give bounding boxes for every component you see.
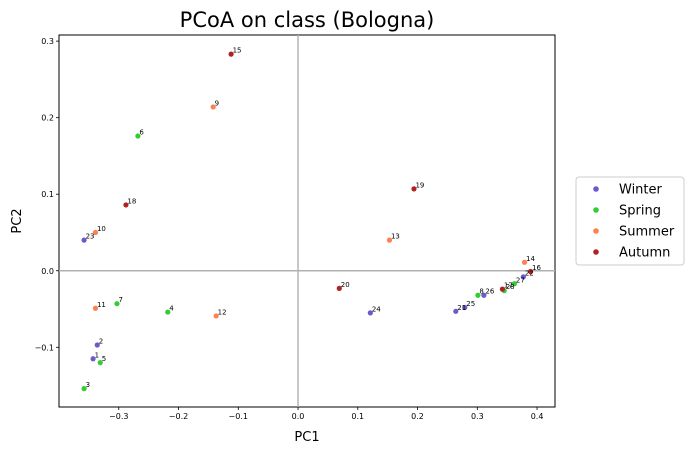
point-label: 10 [97,225,106,233]
data-point-summer-12 [213,313,219,319]
x-tick-label: 0.1 [351,412,364,421]
point-label: 14 [526,255,535,263]
point-label: 1 [95,351,99,359]
point-label: 27 [516,276,525,284]
reference-lines [59,35,555,407]
point-label: 6 [139,129,144,137]
data-points [81,51,534,392]
data-point-winter-21 [453,308,459,314]
point-label: 21 [457,304,466,312]
data-point-winter-23 [81,237,87,243]
point-label: 22 [525,269,534,277]
plot-area [58,34,556,408]
x-tick-label: 0.2 [411,412,424,421]
data-point-summer-11 [92,305,99,311]
data-point-winter-26 [481,292,487,298]
point-label: 15 [233,47,242,55]
data-point-autumn-17 [499,286,506,292]
data-point-summer-9 [210,104,216,110]
legend-marker-spring [593,207,599,213]
data-point-winter-25 [462,304,468,311]
legend-marker-summer [593,228,599,234]
y-tick-label: −0.1 [35,343,54,352]
data-point-spring-3 [81,386,87,392]
data-point-winter-22 [520,274,526,280]
x-axis-ticks: −0.3 −0.2 −0.1 0.0 0.1 0.2 0.3 0.4 [109,407,543,421]
data-point-summer-10 [92,229,99,236]
point-label: 4 [169,305,174,313]
data-point-spring-4 [165,309,171,315]
data-point-spring-7 [114,301,120,307]
legend-marker-autumn [593,249,599,255]
y-tick-label: 0.3 [41,37,54,46]
x-tick-label: −0.3 [109,412,128,421]
point-label: 24 [372,305,381,313]
data-point-spring-6 [135,133,141,139]
chart-title: PCoA on class (Bologna) [180,8,435,32]
point-label: 19 [415,181,424,189]
point-label: 11 [97,301,106,309]
data-point-winter-1 [90,356,96,362]
data-point-summer-13 [386,237,393,243]
legend-label-spring: Spring [619,204,661,219]
point-label: 28 [506,283,515,291]
data-point-autumn-19 [411,186,417,192]
y-tick-label: 0.2 [41,114,54,123]
data-point-winter-2 [94,342,100,348]
data-point-autumn-16 [527,268,534,275]
x-tick-label: 0.0 [292,412,305,421]
point-label: 13 [391,233,400,241]
data-point-autumn-20 [336,285,342,291]
y-tick-label: 0.0 [41,267,54,276]
point-label: 18 [127,197,136,205]
point-label: 3 [86,381,90,389]
legend-marker-winter [593,186,599,192]
point-label: 16 [532,264,541,272]
x-axis-label: PC1 [294,430,319,445]
point-label: 9 [215,99,219,107]
point-label: 23 [86,233,95,241]
data-point-spring-27 [511,281,517,287]
data-point-winter-24 [367,310,373,316]
y-tick-label: 0.1 [41,190,54,199]
point-label: 20 [341,281,350,289]
point-label: 17 [504,282,513,290]
point-label: 5 [102,355,106,363]
legend-box [575,176,685,266]
y-axis-label: PC2 [10,208,25,233]
data-point-autumn-18 [123,202,129,208]
legend-label-winter: Winter [619,183,663,198]
legend-label-autumn: Autumn [619,246,670,261]
x-tick-label: 0.4 [531,412,544,421]
x-tick-label: 0.3 [471,412,484,421]
data-point-autumn-15 [228,51,234,57]
legend: Winter Spring Summer Autumn [575,176,685,266]
point-label: 2 [99,338,103,346]
x-tick-label: −0.2 [169,412,188,421]
y-axis-ticks: −0.1 0.0 0.1 0.2 0.3 [35,37,59,352]
x-tick-label: −0.1 [229,412,248,421]
point-label: 7 [118,296,122,304]
data-point-summer-14 [521,259,528,265]
data-point-spring-8 [475,292,481,298]
point-label: 8 [479,288,483,296]
point-label: 26 [485,288,494,296]
point-label: 12 [218,308,227,316]
data-point-spring-5 [97,360,103,366]
point-label: 25 [466,300,475,308]
legend-label-summer: Summer [619,225,675,240]
